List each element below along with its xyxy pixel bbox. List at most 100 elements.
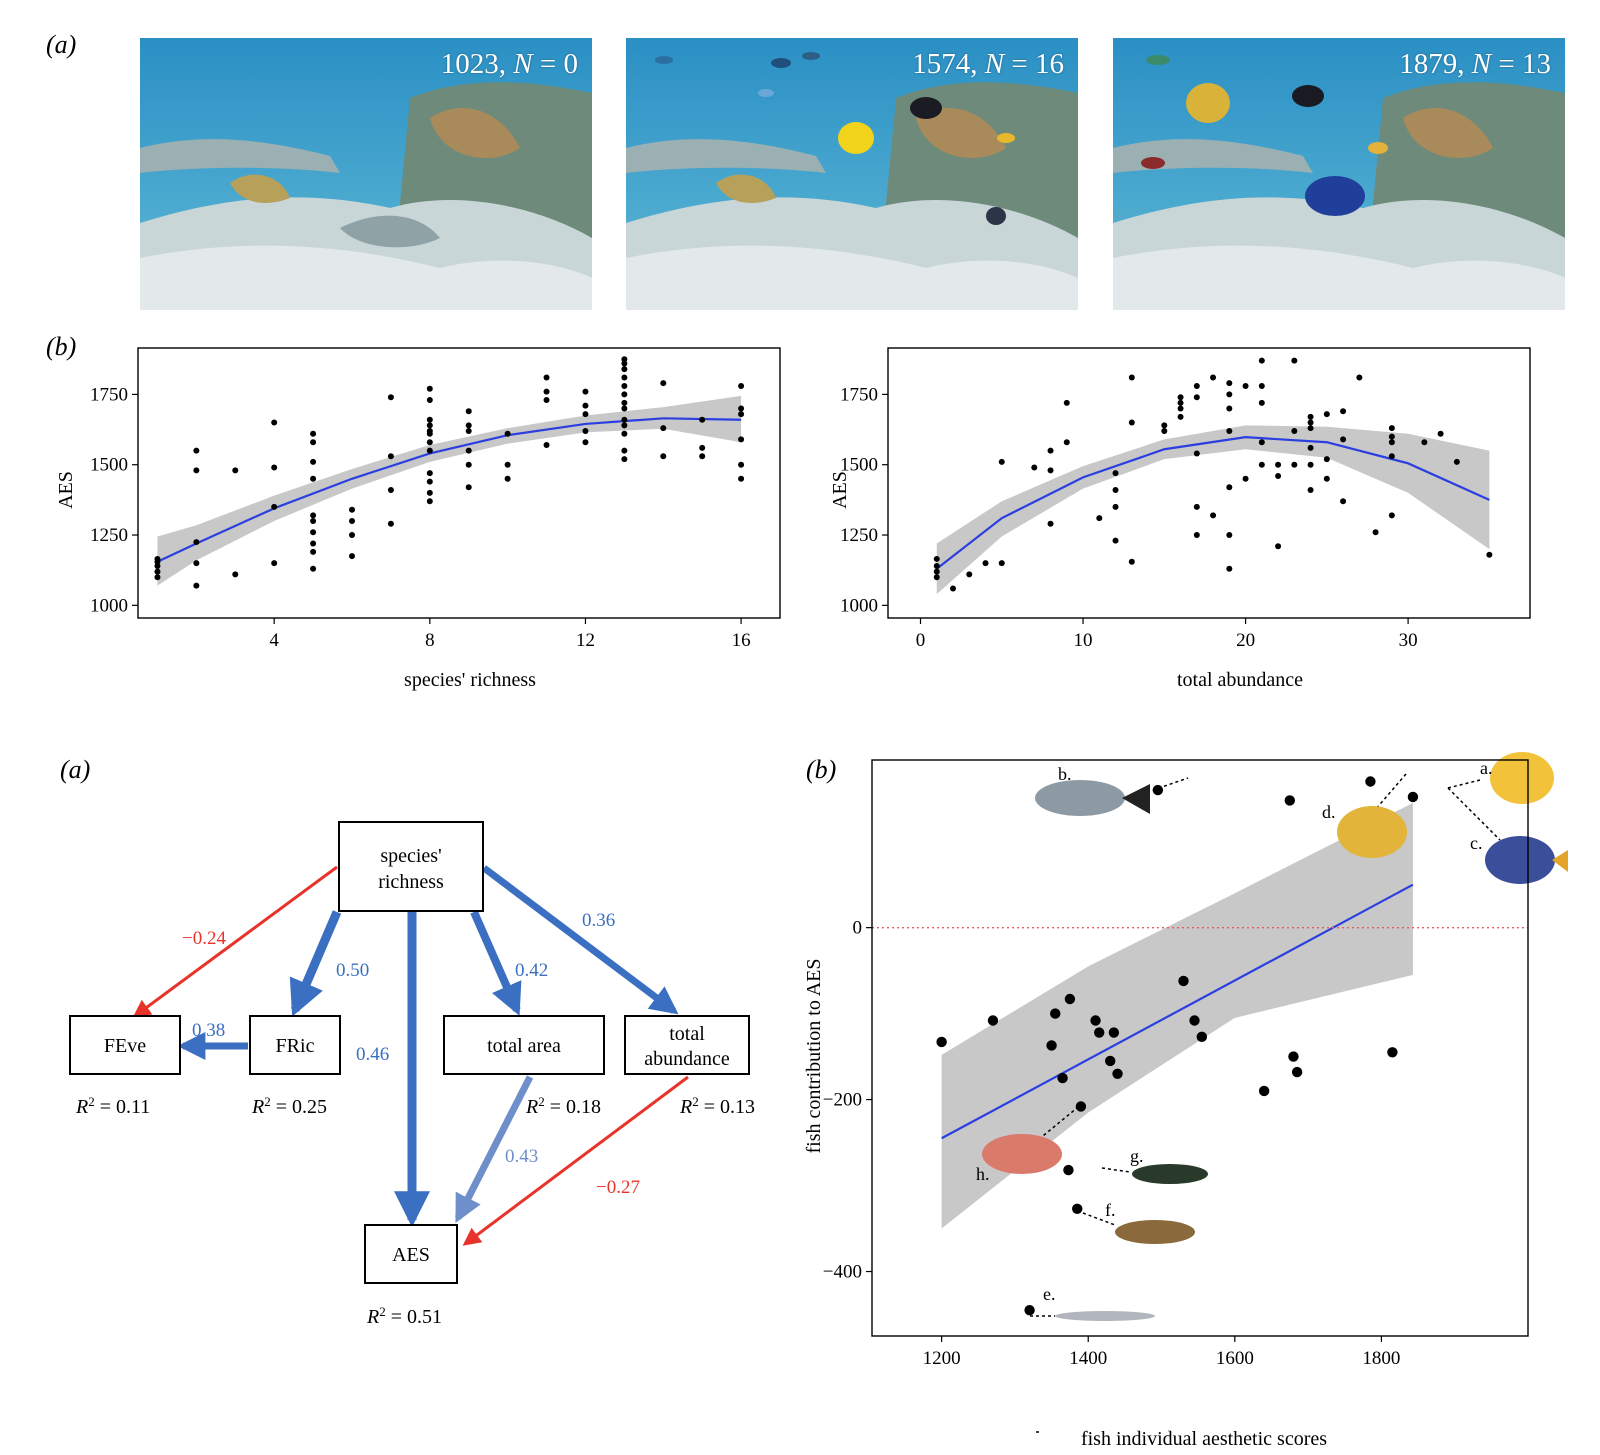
r2-feve: R2 = 0.11 xyxy=(75,1094,150,1119)
data-point xyxy=(699,416,706,423)
fish-label-d: d. xyxy=(1322,802,1336,822)
data-point xyxy=(543,442,550,449)
y-axis-label: AES xyxy=(55,471,77,509)
confidence-ribbon xyxy=(157,395,742,586)
data-point xyxy=(349,506,355,513)
confidence-ribbon xyxy=(936,425,1490,595)
data-point xyxy=(1152,784,1164,796)
reef-photo-1: 1023, N = 0 xyxy=(140,38,592,310)
x-tick-label: 12 xyxy=(576,630,595,651)
data-point xyxy=(582,388,589,395)
data-point xyxy=(1242,382,1249,389)
coef-fric-feve: 0.38 xyxy=(192,1020,225,1041)
data-point xyxy=(998,458,1005,465)
data-point xyxy=(582,439,589,446)
data-point xyxy=(1112,537,1119,544)
data-point xyxy=(1177,399,1184,406)
reef-photo-2: 1574, N = 16 xyxy=(626,38,1078,310)
data-point xyxy=(1356,374,1363,381)
data-point xyxy=(465,427,472,434)
reef-scene-with-fish-image xyxy=(1113,38,1565,310)
data-point xyxy=(1193,450,1200,457)
data-point xyxy=(1226,380,1233,387)
data-point xyxy=(738,475,745,482)
data-point xyxy=(193,447,200,454)
y-tick-label: 0 xyxy=(853,918,863,939)
data-point xyxy=(1161,427,1168,434)
data-point xyxy=(582,402,589,409)
photo-score: 1023 xyxy=(440,48,499,80)
data-point xyxy=(621,405,628,412)
node-fric-label: FRic xyxy=(276,1035,315,1057)
data-point xyxy=(232,467,239,474)
data-point xyxy=(1388,433,1395,440)
data-point xyxy=(1340,498,1347,505)
y-tick-label: 1750 xyxy=(90,384,128,405)
data-point xyxy=(621,360,628,367)
data-point xyxy=(310,475,317,482)
x-tick-label: 1600 xyxy=(1216,1348,1254,1369)
data-point xyxy=(504,430,511,437)
data-point xyxy=(1340,436,1347,443)
fish-label-f: f. xyxy=(1105,1200,1116,1220)
data-point xyxy=(1365,776,1376,787)
fish-label-h: h. xyxy=(976,1164,990,1184)
path-richness-feve xyxy=(132,865,338,1018)
data-point xyxy=(1193,394,1200,401)
r2-symbol: R xyxy=(251,1096,264,1118)
data-point xyxy=(271,419,278,426)
data-point xyxy=(1177,413,1184,420)
data-point xyxy=(1307,487,1314,494)
data-point xyxy=(1284,795,1295,806)
data-point xyxy=(621,374,628,381)
r2-value: 0.51 xyxy=(407,1306,442,1328)
aes-vs-richness-chart: 4 8 12 16 1000 1250 1500 1750 species' richness… xyxy=(55,347,781,691)
data-point xyxy=(310,565,317,572)
y-tick-label: 1000 xyxy=(90,595,128,616)
data-point xyxy=(1407,791,1419,803)
y-tick-label: 1250 xyxy=(90,525,128,546)
data-point xyxy=(1340,408,1347,415)
data-point xyxy=(154,568,161,575)
coef-abundance-aes: −0.27 xyxy=(596,1177,640,1198)
data-point xyxy=(1024,1305,1035,1316)
r2-symbol: R xyxy=(525,1096,538,1118)
data-point xyxy=(1193,532,1200,539)
data-point xyxy=(738,382,745,389)
data-point xyxy=(349,532,355,539)
data-point xyxy=(310,517,317,524)
data-point xyxy=(387,520,394,527)
r2-symbol: R xyxy=(679,1096,692,1118)
data-point xyxy=(1064,993,1076,1005)
data-point xyxy=(1178,975,1189,987)
data-point xyxy=(1372,529,1379,536)
photo-caption: 1879, N = 13 xyxy=(1399,48,1551,80)
fish-contribution-chart: b. a. c. d. h. g. xyxy=(803,752,1568,1450)
data-point xyxy=(1453,458,1460,465)
r2-symbol: R xyxy=(366,1306,379,1328)
data-point xyxy=(1291,427,1298,434)
data-point xyxy=(1112,503,1119,510)
y-axis-label: AES xyxy=(829,471,851,509)
data-point xyxy=(1189,1015,1200,1026)
n-value: 0 xyxy=(563,48,579,80)
x-tick-label: 1200 xyxy=(923,1348,961,1369)
photo-caption: 1574, N = 16 xyxy=(912,48,1064,80)
y-tick-label: −200 xyxy=(823,1090,862,1111)
data-point xyxy=(1112,487,1119,494)
fig2-panel-b-label: (b) xyxy=(806,755,837,784)
data-point xyxy=(426,447,433,454)
data-point xyxy=(310,529,317,536)
data-point xyxy=(543,397,550,404)
r2-fric: R2 = 0.25 xyxy=(251,1094,327,1119)
data-point xyxy=(465,422,472,429)
data-point xyxy=(1196,1031,1208,1043)
node-feve xyxy=(69,1015,181,1075)
data-point xyxy=(1193,503,1200,510)
data-point xyxy=(465,484,472,491)
data-point xyxy=(465,461,472,468)
data-point xyxy=(426,416,433,423)
data-point xyxy=(426,478,433,485)
x-tick-label: 8 xyxy=(425,630,435,651)
coef-richness-aes: 0.46 xyxy=(356,1044,389,1065)
